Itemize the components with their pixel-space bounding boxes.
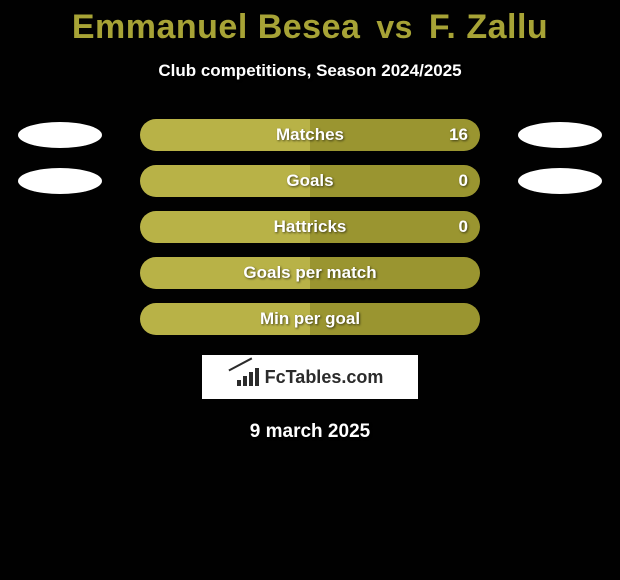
subtitle: Club competitions, Season 2024/2025	[0, 61, 620, 81]
bar-left-fill	[140, 257, 310, 289]
marker-left	[18, 168, 102, 194]
bar-right-fill	[310, 165, 480, 197]
bar-right-fill	[310, 257, 480, 289]
stat-bar	[140, 119, 480, 151]
logo-text: FcTables.com	[265, 367, 384, 388]
title: Emmanuel Besea vs F. Zallu	[0, 0, 620, 47]
stat-row: Goals0	[0, 165, 620, 197]
marker-right	[518, 122, 602, 148]
marker-left	[18, 122, 102, 148]
stat-value-right: 0	[459, 165, 468, 197]
stat-bar	[140, 211, 480, 243]
logo: FcTables.com	[237, 367, 384, 388]
stat-row: Hattricks0	[0, 211, 620, 243]
stat-bar	[140, 257, 480, 289]
vs-text: vs	[370, 9, 419, 45]
stat-row: Min per goal	[0, 303, 620, 335]
bar-left-fill	[140, 119, 310, 151]
marker-right	[518, 168, 602, 194]
stat-bar	[140, 165, 480, 197]
bar-left-fill	[140, 303, 310, 335]
stat-row: Matches16	[0, 119, 620, 151]
stat-rows: Matches16 Goals0 Hattricks0 Goals per match…	[0, 119, 620, 335]
comparison-infographic: Emmanuel Besea vs F. Zallu Club competit…	[0, 0, 620, 580]
stat-bar	[140, 303, 480, 335]
bar-left-fill	[140, 165, 310, 197]
stat-value-right: 16	[449, 119, 468, 151]
logo-box: FcTables.com	[202, 355, 418, 399]
barchart-icon	[237, 368, 259, 386]
bar-right-fill	[310, 211, 480, 243]
stat-value-right: 0	[459, 211, 468, 243]
bar-left-fill	[140, 211, 310, 243]
bar-right-fill	[310, 303, 480, 335]
player1-name: Emmanuel Besea	[72, 8, 361, 46]
stat-row: Goals per match	[0, 257, 620, 289]
date: 9 march 2025	[0, 421, 620, 443]
player2-name: F. Zallu	[429, 8, 548, 46]
